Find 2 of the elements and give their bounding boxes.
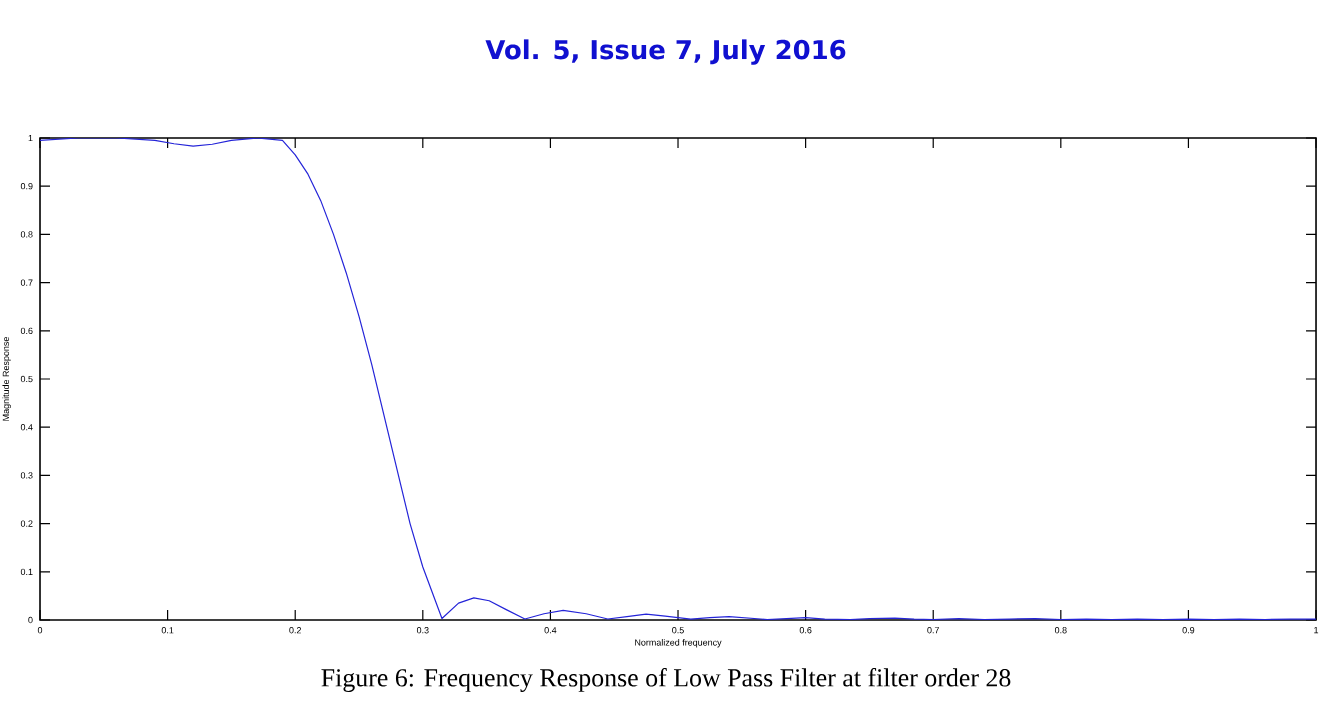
caption: Figure 6: Frequency Response of Low Pass Filter at filter order 28 xyxy=(321,668,1011,692)
text: Vol. 5, Issue 7, July 2016 xyxy=(485,39,846,65)
